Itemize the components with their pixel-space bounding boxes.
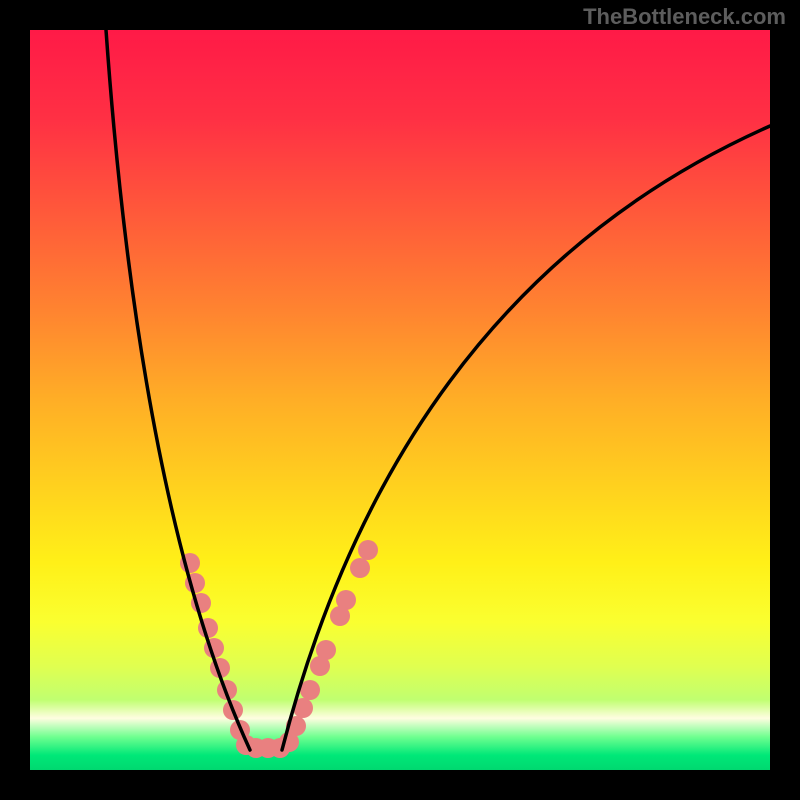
plot-area [30,30,770,770]
curve-left-branch [106,30,250,750]
watermark-text: TheBottleneck.com [583,4,786,30]
curve-layer [30,30,770,770]
data-point [300,680,320,700]
data-point [316,640,336,660]
data-point [336,590,356,610]
data-point [350,558,370,578]
data-point [358,540,378,560]
outer-frame: TheBottleneck.com [0,0,800,800]
curve-right-branch [282,126,770,750]
